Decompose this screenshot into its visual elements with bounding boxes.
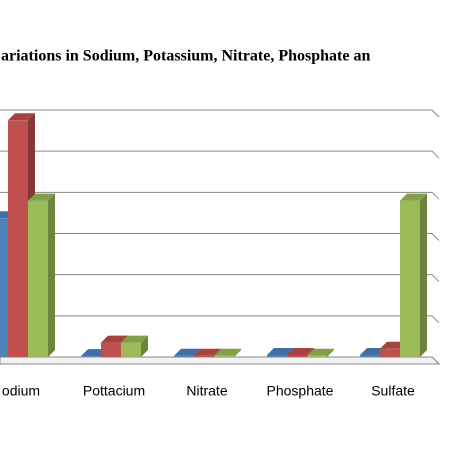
x-tick-label: Pottacium — [83, 383, 145, 399]
bar — [28, 200, 48, 357]
bar — [101, 342, 121, 357]
bar — [360, 354, 380, 357]
bar — [307, 355, 327, 357]
bar-top — [214, 348, 241, 356]
bar — [287, 354, 307, 357]
x-tick-label: Sulfate — [371, 383, 415, 399]
chart-title: ariations in Sodium, Potassium, Nitrate,… — [1, 48, 370, 65]
grid-line — [0, 150, 440, 159]
bar — [267, 354, 287, 357]
bar-side — [141, 335, 148, 357]
bar-top — [400, 193, 427, 201]
grid-line — [0, 315, 440, 324]
grid-line — [0, 233, 440, 241]
bar — [0, 218, 8, 357]
bar-side — [420, 193, 427, 357]
bar-top — [267, 347, 294, 355]
bar-top — [307, 348, 334, 356]
bar — [174, 355, 194, 357]
bar-top — [101, 335, 128, 343]
grid-line — [0, 274, 440, 283]
floor — [0, 356, 441, 365]
x-tick-label: odium — [2, 383, 40, 399]
bar-top — [174, 348, 201, 356]
bar-side — [327, 348, 334, 357]
bar-side — [48, 193, 55, 357]
bar-top — [121, 335, 148, 343]
x-tick-label: Phosphate — [267, 383, 334, 399]
bar — [380, 348, 400, 357]
x-tick-label: Nitrate — [186, 383, 227, 399]
grid-line — [0, 191, 440, 200]
bar-top — [28, 193, 55, 201]
bar — [121, 342, 141, 357]
bar-top — [287, 347, 314, 355]
bar — [81, 356, 101, 357]
bar-side — [234, 348, 241, 357]
grid-line — [0, 109, 440, 118]
bar-top — [194, 348, 221, 356]
bar — [194, 355, 214, 357]
bar — [8, 120, 28, 358]
bar — [400, 200, 420, 357]
bar — [214, 355, 234, 357]
bar-top — [8, 113, 35, 121]
